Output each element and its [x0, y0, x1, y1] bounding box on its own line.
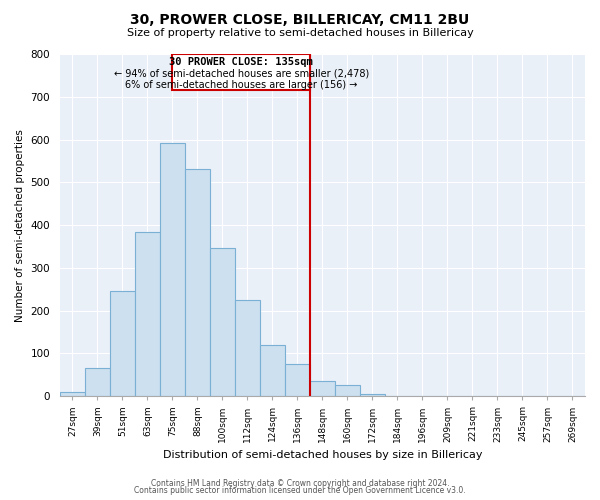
Text: Size of property relative to semi-detached houses in Billericay: Size of property relative to semi-detach… — [127, 28, 473, 38]
Bar — [310, 382, 335, 396]
Text: ← 94% of semi-detached houses are smaller (2,478): ← 94% of semi-detached houses are smalle… — [113, 68, 369, 78]
Bar — [235, 300, 260, 396]
Text: 6% of semi-detached houses are larger (156) →: 6% of semi-detached houses are larger (1… — [125, 80, 358, 90]
Bar — [160, 143, 185, 397]
FancyBboxPatch shape — [172, 54, 310, 90]
Bar — [260, 346, 285, 397]
Bar — [110, 292, 135, 397]
Y-axis label: Number of semi-detached properties: Number of semi-detached properties — [15, 128, 25, 322]
Bar — [60, 392, 85, 396]
Bar — [135, 232, 160, 396]
Bar — [210, 248, 235, 396]
Bar — [360, 394, 385, 396]
Bar — [185, 168, 210, 396]
Bar — [85, 368, 110, 396]
Text: 30 PROWER CLOSE: 135sqm: 30 PROWER CLOSE: 135sqm — [169, 58, 313, 68]
Text: 30, PROWER CLOSE, BILLERICAY, CM11 2BU: 30, PROWER CLOSE, BILLERICAY, CM11 2BU — [130, 12, 470, 26]
Bar — [335, 384, 360, 396]
Text: Contains HM Land Registry data © Crown copyright and database right 2024.: Contains HM Land Registry data © Crown c… — [151, 478, 449, 488]
Bar — [285, 364, 310, 396]
Text: Contains public sector information licensed under the Open Government Licence v3: Contains public sector information licen… — [134, 486, 466, 495]
X-axis label: Distribution of semi-detached houses by size in Billericay: Distribution of semi-detached houses by … — [163, 450, 482, 460]
